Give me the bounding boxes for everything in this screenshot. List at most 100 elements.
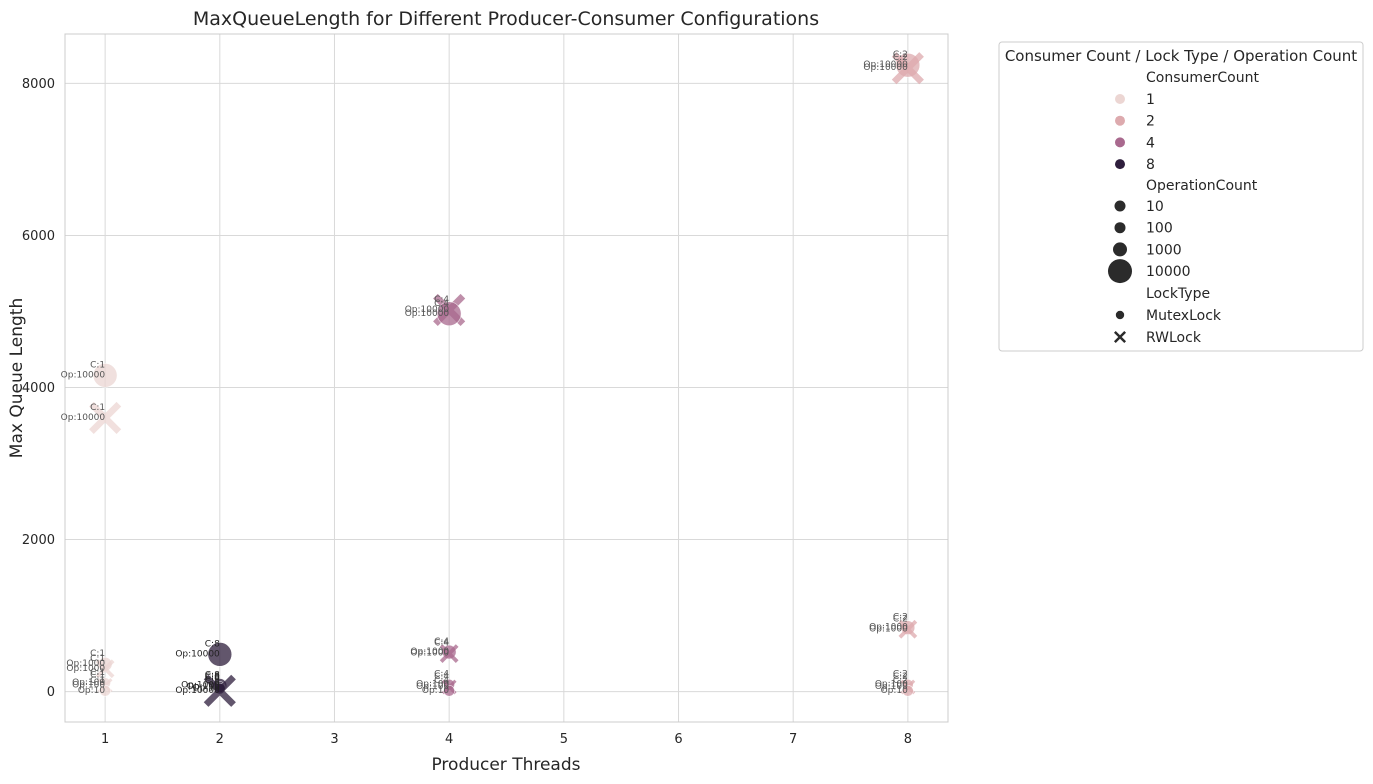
point-consumer-label: C:1 (90, 654, 105, 664)
legend-hue-marker (1115, 137, 1125, 148)
point-op-label: Op:10000 (405, 309, 450, 319)
x-tick-label: 2 (216, 732, 224, 747)
x-tick-label: 3 (330, 732, 338, 747)
point-op-label: Op:100 (416, 680, 449, 690)
point-op-label: Op:1000 (66, 664, 105, 674)
point-op-label: Op:10000 (175, 649, 220, 659)
point-op-label: Op:10 (881, 686, 909, 696)
legend-hue-label: 8 (1146, 157, 1155, 173)
legend-style-entries: MutexLock RWLock (1113, 308, 1222, 346)
point-op-label: Op:1000 (66, 659, 105, 669)
plot-frame (64, 33, 949, 723)
point-circle-marker (207, 642, 233, 667)
legend-size-marker (1113, 242, 1127, 257)
point-x-marker (891, 52, 924, 85)
grid-lines (65, 34, 948, 722)
point-consumer-label: C:8 (205, 676, 220, 686)
point-op-label: Op:10000 (61, 413, 106, 423)
point-consumer-label: C:2 (893, 614, 908, 624)
point-op-label: Op:100 (72, 678, 105, 688)
point-op-label: Op:1000 (410, 647, 449, 657)
point-consumer-label: C:8 (205, 639, 220, 649)
point-op-label: Op:10000 (405, 305, 450, 315)
legend-size-entries: 10 100 1000 10000 (1108, 199, 1191, 284)
point-x-marker (95, 659, 115, 679)
point-x-marker (89, 401, 122, 434)
x-tick-label: 6 (674, 732, 682, 747)
x-tick-label: 5 (560, 732, 568, 747)
legend-box (998, 41, 1364, 352)
point-op-label: Op:1000 (869, 624, 908, 634)
point-op-label: Op:1000 (869, 623, 908, 633)
legend-size-marker (1108, 259, 1132, 284)
point-consumer-label: C:1 (90, 676, 105, 686)
point-consumer-label: C:4 (434, 672, 449, 682)
point-consumer-label: C:2 (893, 676, 908, 686)
legend-size-title: OperationCount (1146, 178, 1258, 194)
legend-title: Consumer Count / Lock Type / Operation C… (1005, 47, 1357, 65)
data-points (89, 52, 924, 707)
x-axis-label: Producer Threads (431, 755, 580, 775)
point-circle-marker (902, 685, 914, 697)
legend-hue-marker (1115, 94, 1125, 104)
point-x-marker (898, 619, 918, 639)
point-consumer-label: C:8 (205, 671, 220, 681)
legend-size-label: 100 (1146, 221, 1173, 237)
point-annotations: C:2Op:10000C:2Op:10000C:4Op:10000C:4Op:1… (61, 50, 908, 696)
point-consumer-label: C:1 (90, 649, 105, 659)
point-circle-marker (436, 301, 462, 327)
point-consumer-label: C:1 (90, 671, 105, 681)
legend-hue-entries: 1 2 4 8 (1115, 92, 1155, 173)
point-consumer-label: C:2 (893, 50, 908, 60)
point-op-label: Op:10000 (863, 63, 908, 73)
legend-style-label: MutexLock (1146, 308, 1222, 324)
point-consumer-label: C:8 (205, 674, 220, 684)
point-op-label: Op:1000 (410, 649, 449, 659)
point-op-label: Op:100 (72, 681, 105, 691)
legend-hue-label: 4 (1146, 135, 1155, 151)
point-consumer-label: C:2 (893, 670, 908, 680)
point-consumer-label: C:4 (434, 299, 449, 309)
point-consumer-label: C:1 (90, 403, 105, 413)
x-tick-label: 1 (101, 732, 109, 747)
point-op-label: Op:1000 (181, 681, 220, 691)
y-tick-label: 6000 (22, 229, 55, 244)
y-tick-label: 2000 (22, 533, 55, 548)
x-tick-label: 8 (904, 732, 912, 747)
y-tick-label: 8000 (22, 77, 55, 92)
point-consumer-label: C:2 (893, 613, 908, 623)
point-op-label: Op:10000 (61, 370, 106, 380)
point-op-label: Op:100 (875, 682, 908, 692)
legend-size-label: 10000 (1146, 264, 1191, 280)
legend-hue-marker (1115, 159, 1125, 170)
legend-hue-marker (1115, 115, 1125, 126)
legend: Consumer Count / Lock Type / Operation C… (998, 41, 1364, 352)
point-consumer-label: C:4 (434, 639, 449, 649)
point-consumer-label: C:4 (434, 676, 449, 686)
x-tick-label: 7 (789, 732, 797, 747)
point-consumer-label: C:4 (434, 637, 449, 647)
point-op-label: Op:100 (187, 682, 220, 692)
point-x-marker (439, 644, 459, 663)
point-consumer-label: C:1 (90, 360, 105, 370)
point-consumer-label: C:2 (893, 672, 908, 682)
legend-size-marker (1114, 200, 1126, 212)
chart-title: MaxQueueLength for Different Producer-Co… (193, 8, 819, 30)
legend-style-title: LockType (1146, 286, 1210, 302)
point-op-label: Op:10000 (175, 686, 220, 696)
y-axis-label: Max Queue Length (7, 298, 27, 458)
point-op-label: Op:10000 (863, 60, 908, 70)
point-op-label: Op:100 (875, 680, 908, 690)
axis-ticks: 1 2 3 4 5 6 7 8 0 2000 4000 6000 8000 (22, 77, 912, 747)
point-op-label: Op:100 (416, 682, 449, 692)
point-consumer-label: C:1 (90, 668, 105, 678)
point-op-label: Op:10 (193, 684, 221, 694)
point-circle-marker (99, 685, 111, 697)
legend-style-label: RWLock (1146, 330, 1202, 346)
point-circle-marker (443, 685, 455, 697)
point-consumer-label: C:2 (893, 53, 908, 63)
point-x-marker (203, 674, 236, 707)
legend-hue-title: ConsumerCount (1146, 70, 1259, 86)
point-circle-marker (92, 363, 118, 388)
